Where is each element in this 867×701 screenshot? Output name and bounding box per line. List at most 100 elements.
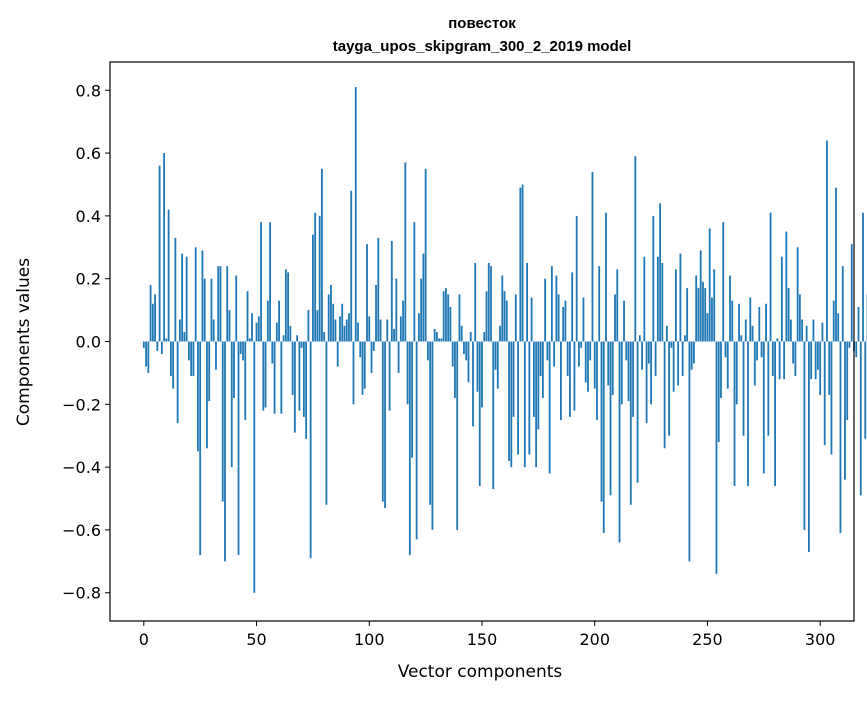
bar bbox=[143, 342, 145, 348]
bar bbox=[479, 342, 481, 486]
bar bbox=[195, 247, 197, 341]
bar bbox=[260, 222, 262, 341]
bar bbox=[614, 294, 616, 341]
bar bbox=[583, 298, 585, 342]
bar bbox=[152, 304, 154, 342]
bar bbox=[682, 342, 684, 377]
bar bbox=[513, 342, 515, 417]
bar bbox=[774, 342, 776, 486]
bar bbox=[235, 276, 237, 342]
bar bbox=[668, 342, 670, 436]
bar bbox=[256, 323, 258, 342]
y-tick-label: −0.6 bbox=[62, 521, 101, 540]
bar bbox=[569, 342, 571, 417]
bar bbox=[188, 342, 190, 361]
bar bbox=[758, 307, 760, 342]
bar bbox=[522, 184, 524, 341]
bar bbox=[675, 269, 677, 341]
bar bbox=[693, 342, 695, 364]
bar bbox=[497, 342, 499, 389]
bar bbox=[813, 320, 815, 342]
x-tick-label: 100 bbox=[354, 630, 385, 649]
bar bbox=[501, 276, 503, 342]
bar bbox=[731, 301, 733, 342]
bar bbox=[402, 301, 404, 342]
bar bbox=[695, 276, 697, 342]
bar bbox=[781, 257, 783, 342]
bar bbox=[344, 326, 346, 342]
bar bbox=[558, 294, 560, 341]
bar bbox=[720, 342, 722, 399]
bar bbox=[673, 342, 675, 392]
bar bbox=[465, 342, 467, 361]
bar bbox=[308, 310, 310, 341]
bar bbox=[416, 342, 418, 540]
bar bbox=[860, 342, 862, 496]
bar bbox=[459, 294, 461, 341]
bar bbox=[794, 342, 796, 377]
bar bbox=[596, 342, 598, 421]
bar bbox=[274, 342, 276, 414]
bar bbox=[411, 342, 413, 458]
bar bbox=[828, 342, 830, 395]
bar bbox=[172, 342, 174, 389]
bar bbox=[749, 298, 751, 342]
x-axis-label: Vector components bbox=[398, 662, 563, 682]
bar bbox=[650, 342, 652, 405]
bar bbox=[359, 342, 361, 358]
bar bbox=[621, 342, 623, 405]
bar bbox=[427, 342, 429, 361]
bar bbox=[524, 342, 526, 468]
bar bbox=[294, 342, 296, 433]
bar bbox=[623, 301, 625, 342]
chart-title-line2: tayga_upos_skipgram_300_2_2019 model bbox=[333, 38, 632, 55]
bar bbox=[450, 307, 452, 342]
bar bbox=[269, 222, 271, 341]
bar bbox=[772, 342, 774, 377]
x-tick-label: 50 bbox=[246, 630, 266, 649]
bar bbox=[619, 342, 621, 543]
bar bbox=[504, 291, 506, 341]
bar bbox=[154, 294, 156, 341]
bar bbox=[211, 279, 213, 342]
bar bbox=[441, 338, 443, 341]
bar bbox=[499, 326, 501, 342]
bar bbox=[321, 169, 323, 342]
bar bbox=[776, 338, 778, 341]
bar bbox=[528, 342, 530, 455]
bar bbox=[242, 342, 244, 361]
bar bbox=[346, 320, 348, 342]
bar bbox=[276, 323, 278, 342]
bar bbox=[278, 301, 280, 342]
bar bbox=[400, 316, 402, 341]
bar bbox=[628, 342, 630, 402]
bar bbox=[698, 288, 700, 341]
x-tick-label: 150 bbox=[467, 630, 498, 649]
bar bbox=[657, 257, 659, 342]
bar bbox=[648, 342, 650, 364]
y-tick-label: 0.4 bbox=[76, 207, 101, 226]
bar bbox=[565, 301, 567, 342]
bar bbox=[271, 342, 273, 364]
bar bbox=[790, 320, 792, 342]
bar bbox=[562, 307, 564, 342]
bar bbox=[422, 254, 424, 342]
chart-title-line1: повесток bbox=[448, 15, 516, 32]
bar bbox=[204, 279, 206, 342]
bar bbox=[253, 342, 255, 593]
bar bbox=[292, 342, 294, 395]
bar bbox=[506, 301, 508, 342]
bar bbox=[643, 257, 645, 342]
bar bbox=[213, 320, 215, 342]
bar bbox=[355, 87, 357, 341]
bar bbox=[587, 342, 589, 392]
bar bbox=[817, 342, 819, 370]
bar bbox=[184, 332, 186, 341]
bar bbox=[150, 285, 152, 342]
bar bbox=[168, 210, 170, 342]
bar bbox=[231, 342, 233, 468]
bar bbox=[332, 304, 334, 342]
bar bbox=[197, 342, 199, 452]
bar bbox=[533, 342, 535, 417]
